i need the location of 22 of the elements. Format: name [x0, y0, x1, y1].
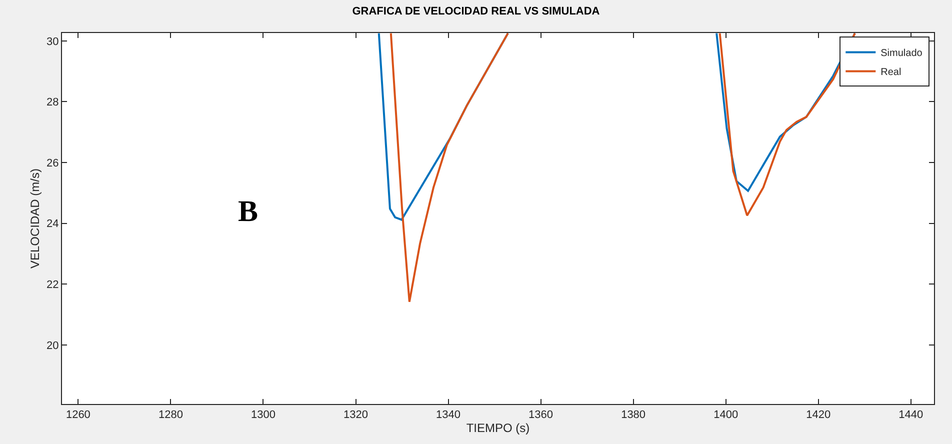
y-tick-label: 28 — [46, 96, 59, 109]
y-tick-label: 20 — [46, 340, 59, 352]
y-tick-label: 24 — [46, 218, 59, 230]
y-axis-title: VELOCIDAD (m/s) — [28, 168, 42, 269]
x-tick-label: 1420 — [806, 409, 831, 422]
y-tick-label: 30 — [46, 36, 59, 48]
annotation: B — [238, 195, 258, 228]
x-tick-label: 1360 — [528, 409, 554, 422]
x-axis-title: TIEMPO (s) — [466, 421, 530, 436]
x-tick-label: 1340 — [436, 409, 461, 422]
x-tick-label: 1300 — [250, 409, 276, 422]
y-tick-label: 22 — [46, 279, 59, 292]
x-tick-label: 1280 — [158, 409, 183, 422]
legend-label: Real — [880, 67, 902, 78]
x-tick-label: 1320 — [344, 409, 368, 422]
x-tick-label: 1440 — [898, 409, 924, 422]
y-tick-label: 26 — [46, 157, 59, 170]
x-tick-label: 1400 — [714, 409, 738, 422]
x-tick-label: 1380 — [621, 409, 646, 422]
chart-title: GRAFICA DE VELOCIDAD REAL VS SIMULADA — [352, 5, 600, 18]
x-tick-label: 1260 — [66, 409, 90, 422]
legend-label: Simulado — [880, 48, 923, 60]
